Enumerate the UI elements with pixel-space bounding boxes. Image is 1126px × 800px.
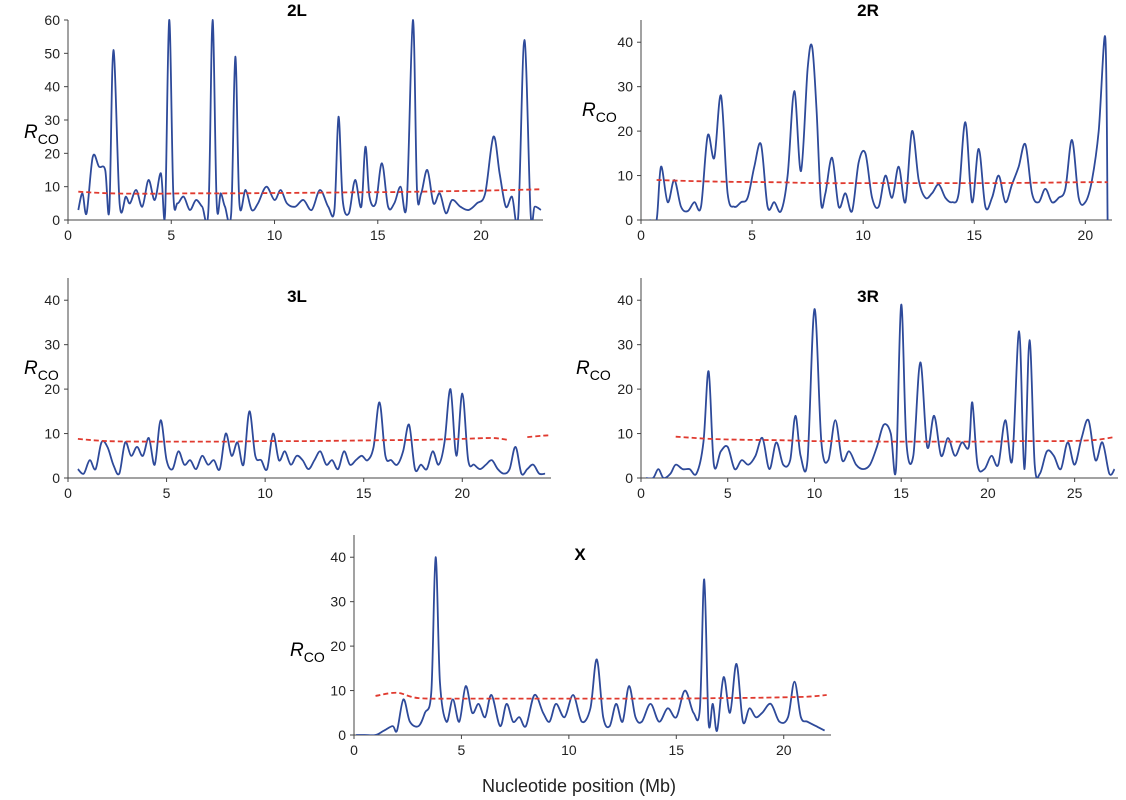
y-tick-label: 30 — [44, 337, 60, 353]
x-tick-label: 5 — [167, 227, 175, 243]
y-tick-label: 10 — [617, 426, 633, 442]
x-tick-label: 15 — [966, 227, 982, 243]
y-tick-label: 60 — [44, 12, 60, 28]
y-axis-label-sub: CO — [590, 367, 611, 383]
x-tick-label: 20 — [776, 742, 792, 758]
panel-3R: 3R 0 10 20 30 40 0 5 10 15 20 25 RCO — [576, 278, 1118, 501]
x-tick-label: 20 — [1078, 227, 1094, 243]
x-tick-label: 15 — [370, 227, 386, 243]
x-tick-label: 10 — [561, 742, 577, 758]
x-tick-label: 20 — [980, 485, 996, 501]
y-tick-label: 0 — [338, 727, 346, 743]
x-tick-label: 10 — [807, 485, 823, 501]
y-axis-label: RCO — [582, 100, 617, 125]
y-tick-label: 30 — [330, 594, 346, 610]
expected-series-line — [77, 437, 508, 443]
expected-series-line — [375, 691, 827, 700]
x-tick-label: 10 — [257, 485, 273, 501]
expected-series-line — [527, 434, 550, 438]
expected-series-line — [78, 188, 541, 195]
y-axis-label: RCO — [290, 640, 325, 665]
y-tick-label: 30 — [44, 112, 60, 128]
x-tick-label: 15 — [893, 485, 909, 501]
y-axis-label-sub: CO — [304, 649, 325, 665]
x-tick-label: 0 — [637, 227, 645, 243]
x-tick-label: 0 — [64, 227, 72, 243]
panel-title: X — [574, 545, 586, 564]
x-tick-label: 10 — [855, 227, 871, 243]
y-tick-label: 10 — [44, 426, 60, 442]
y-tick-label: 20 — [44, 145, 60, 161]
y-axis-label: RCO — [576, 358, 611, 383]
y-axis-label-main: R — [24, 122, 38, 143]
y-tick-label: 50 — [44, 45, 60, 61]
panel-title: 3L — [287, 287, 307, 306]
y-tick-label: 30 — [617, 337, 633, 353]
y-tick-label: 40 — [330, 549, 346, 565]
x-tick-label: 20 — [454, 485, 470, 501]
x-tick-label: 0 — [64, 485, 72, 501]
y-tick-label: 10 — [617, 168, 633, 184]
x-tick-label: 0 — [637, 485, 645, 501]
y-tick-label: 30 — [617, 79, 633, 95]
observed-series-line — [646, 303, 1116, 478]
y-axis-label: RCO — [24, 358, 59, 383]
y-tick-label: 0 — [52, 212, 60, 228]
y-tick-label: 0 — [625, 470, 633, 486]
panel-title: 3R — [857, 287, 879, 306]
y-tick-label: 20 — [617, 381, 633, 397]
x-tick-label: 5 — [748, 227, 756, 243]
observed-series-line — [77, 388, 546, 476]
observed-series-line — [649, 35, 1109, 220]
y-axis-label-sub: CO — [38, 367, 59, 383]
x-tick-label: 10 — [267, 227, 283, 243]
y-axis-label-main: R — [582, 100, 596, 121]
y-axis-label-sub: CO — [38, 131, 59, 147]
y-axis-label-main: R — [576, 358, 590, 379]
expected-series-line — [656, 179, 1108, 185]
observed-series-line — [356, 556, 826, 735]
y-axis-label-main: R — [290, 640, 304, 661]
y-tick-label: 0 — [625, 212, 633, 228]
y-tick-label: 40 — [617, 34, 633, 50]
x-tick-label: 5 — [163, 485, 171, 501]
expected-series-line — [675, 435, 1115, 443]
y-tick-label: 40 — [617, 292, 633, 308]
observed-series-line — [77, 19, 542, 220]
y-tick-label: 10 — [44, 179, 60, 195]
panel-title: 2R — [857, 1, 879, 20]
x-tick-label: 20 — [473, 227, 489, 243]
y-tick-label: 20 — [330, 638, 346, 654]
y-tick-label: 40 — [44, 79, 60, 95]
y-tick-label: 0 — [52, 470, 60, 486]
y-tick-label: 20 — [44, 381, 60, 397]
y-axis-label-sub: CO — [596, 109, 617, 125]
x-tick-label: 5 — [724, 485, 732, 501]
x-axis-label: Nucleotide position (Mb) — [482, 776, 676, 796]
x-tick-label: 25 — [1067, 485, 1083, 501]
y-tick-label: 10 — [330, 683, 346, 699]
y-tick-label: 20 — [617, 123, 633, 139]
x-tick-label: 0 — [350, 742, 358, 758]
x-tick-label: 15 — [669, 742, 685, 758]
panel-title: 2L — [287, 1, 307, 20]
x-tick-label: 15 — [356, 485, 372, 501]
y-axis-label: RCO — [24, 122, 59, 147]
y-tick-label: 40 — [44, 292, 60, 308]
panel-X: X 0 10 20 30 40 0 5 10 15 20 RCO — [290, 535, 831, 758]
x-tick-label: 5 — [458, 742, 466, 758]
y-axis-label-main: R — [24, 358, 38, 379]
